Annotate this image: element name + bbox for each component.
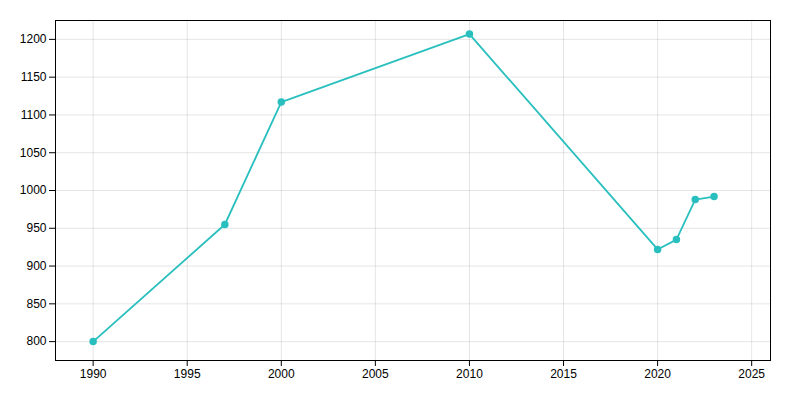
- svg-text:850: 850: [26, 297, 46, 311]
- svg-text:1200: 1200: [20, 32, 47, 46]
- svg-text:1150: 1150: [21, 70, 47, 84]
- svg-text:2000: 2000: [268, 367, 295, 381]
- svg-text:800: 800: [26, 334, 46, 348]
- svg-text:900: 900: [26, 259, 46, 273]
- svg-text:1000: 1000: [20, 183, 47, 197]
- svg-text:1100: 1100: [21, 108, 47, 122]
- svg-text:2025: 2025: [738, 367, 765, 381]
- svg-text:1050: 1050: [20, 146, 47, 160]
- svg-text:950: 950: [26, 221, 46, 235]
- svg-text:1995: 1995: [174, 367, 201, 381]
- svg-text:2015: 2015: [550, 367, 577, 381]
- svg-text:2020: 2020: [644, 367, 671, 381]
- svg-text:1990: 1990: [80, 367, 107, 381]
- svg-text:2005: 2005: [362, 367, 389, 381]
- svg-text:2010: 2010: [456, 367, 483, 381]
